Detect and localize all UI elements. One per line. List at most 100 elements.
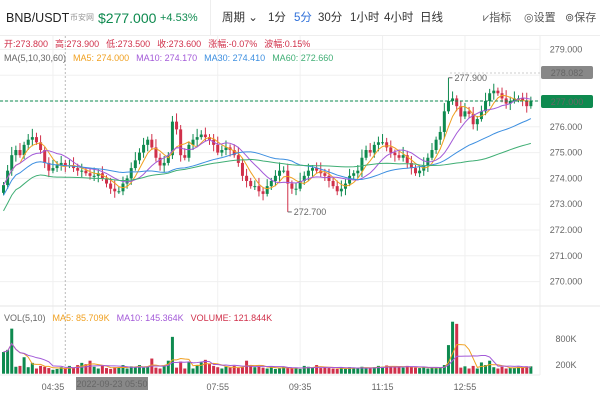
- volume-info: VOL(5,10) MA5: 85.709K MA10: 145.364K VOLUM…: [4, 312, 279, 324]
- candle-body: [92, 175, 96, 177]
- volume-bar: [521, 367, 525, 374]
- volume-bar: [232, 365, 236, 374]
- volume-bar: [273, 368, 277, 374]
- volume-bar: [327, 368, 331, 374]
- candle: [39, 135, 43, 154]
- volume-bar: [47, 368, 51, 374]
- ohlc-info: 开:273.800 高:273.900 低:273.500 收:273.600 涨幅:-…: [4, 38, 317, 50]
- tab-1h[interactable]: 1小时: [350, 12, 380, 24]
- candle: [488, 88, 492, 107]
- candle-body: [245, 175, 249, 181]
- candle-body: [113, 188, 117, 192]
- candle-body: [216, 144, 220, 153]
- ma5-line: [3, 94, 531, 190]
- candle-body: [315, 168, 319, 171]
- volume-bar: [2, 352, 5, 374]
- volume-bar: [294, 368, 298, 374]
- candle-body: [508, 101, 512, 104]
- volume-bar: [187, 362, 191, 374]
- volume-bar: [529, 366, 533, 374]
- tab-1m[interactable]: 1分: [268, 12, 286, 24]
- candle-body: [220, 150, 224, 153]
- volume-bar: [438, 367, 442, 374]
- candle-body: [63, 162, 67, 166]
- candle-body: [30, 137, 34, 140]
- candle: [236, 146, 240, 167]
- candle-body: [18, 150, 22, 156]
- candle: [459, 100, 463, 123]
- volume-bar: [372, 367, 376, 374]
- low-value: 低:273.500: [106, 39, 151, 49]
- candle: [364, 145, 368, 161]
- candle-body: [298, 180, 302, 189]
- candle: [187, 141, 191, 162]
- candle-body: [335, 186, 339, 192]
- candle-body: [195, 137, 199, 140]
- candle: [430, 143, 434, 161]
- volume-bar: [500, 366, 504, 374]
- candle-body: [257, 186, 261, 192]
- top-toolbar: BNB/USDT 币安网 $277.000 +4.53% 周期 ⌄ 1分 5分 …: [0, 0, 600, 36]
- candle: [405, 150, 409, 169]
- candle-body: [88, 173, 92, 176]
- candle: [191, 134, 195, 151]
- candle-body: [306, 170, 310, 176]
- candle: [455, 95, 459, 112]
- volume-bar: [385, 365, 389, 374]
- candle-body: [385, 142, 389, 148]
- candle: [96, 168, 100, 183]
- ma-info: MA(5,10,30,60) MA5: 274.000 MA10: 274.170 M…: [4, 52, 340, 64]
- volume-bar: [18, 365, 22, 374]
- candle-body: [393, 152, 397, 156]
- candle: [339, 180, 343, 197]
- settings-button[interactable]: ◎设置: [524, 12, 556, 24]
- current-price-label: 277.000: [551, 97, 584, 107]
- candle-body: [278, 170, 282, 176]
- volume-bar: [137, 365, 141, 374]
- time-tick-label: 07:55: [206, 382, 229, 392]
- volume-bar: [467, 368, 471, 374]
- candle-body: [405, 155, 409, 163]
- volume-bar: [381, 366, 385, 374]
- candle: [484, 92, 488, 116]
- candle-body: [47, 162, 51, 171]
- volume-bar: [228, 367, 232, 374]
- tab-5m[interactable]: 5分: [294, 12, 312, 24]
- candle: [76, 163, 80, 176]
- candle: [451, 91, 455, 105]
- candle-body: [236, 155, 240, 163]
- volume-bar: [117, 367, 121, 374]
- indicator-button[interactable]: ⩗指标: [483, 12, 512, 24]
- candle-body: [323, 173, 327, 176]
- volume-bar: [315, 365, 319, 374]
- tab-daily[interactable]: 日线: [420, 12, 443, 24]
- period-dropdown[interactable]: 周期 ⌄: [222, 12, 258, 24]
- volume-bar: [389, 366, 393, 374]
- candle-body: [409, 162, 413, 169]
- volume-bar: [393, 367, 397, 374]
- candle: [442, 103, 446, 139]
- tab-4h[interactable]: 4小时: [384, 12, 414, 24]
- candle-body: [430, 150, 434, 158]
- volume-bar: [269, 366, 273, 374]
- candle-body: [191, 139, 195, 145]
- min-price-label: 272.700: [294, 207, 327, 217]
- candle-body: [360, 157, 364, 171]
- candle-body: [455, 98, 459, 107]
- candle-body: [397, 155, 401, 158]
- candle: [389, 140, 393, 158]
- candle: [158, 153, 162, 171]
- candle-body: [150, 139, 154, 148]
- volume-bar: [72, 368, 76, 374]
- volume-bar: [179, 361, 183, 374]
- volume-bar: [216, 367, 220, 374]
- save-button[interactable]: ⊚保存: [565, 12, 597, 24]
- volume-bar: [195, 365, 199, 374]
- tab-30m[interactable]: 30分: [318, 12, 343, 24]
- candle-body: [327, 175, 331, 181]
- candle: [471, 106, 475, 130]
- ma10-value: MA10: 274.170: [136, 53, 198, 63]
- candle: [67, 159, 71, 169]
- source-label: 币安网: [70, 13, 94, 22]
